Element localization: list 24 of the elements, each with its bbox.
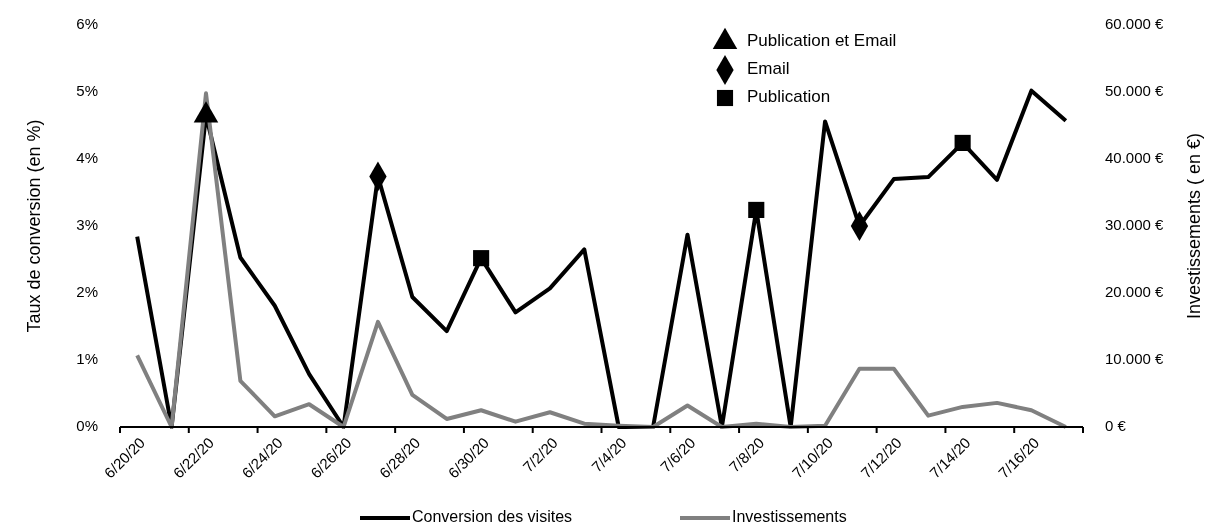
point xyxy=(954,134,971,151)
y-tick-label: 4% xyxy=(76,148,98,166)
y-axis-title: Taux de conversion (en %) xyxy=(24,119,44,333)
legend-label: Investissements xyxy=(732,508,847,526)
point xyxy=(748,201,765,218)
y2-tick-label: 30.000 € xyxy=(1105,215,1165,233)
y-tick-label: 2% xyxy=(76,282,98,300)
y-tick-label: 1% xyxy=(76,349,98,367)
y2-tick-label: 60.000 € xyxy=(1105,14,1165,32)
y-tick-label: 5% xyxy=(76,81,98,99)
y2-tick-label: 40.000 € xyxy=(1105,148,1165,166)
y2-tick-label: 50.000 € xyxy=(1105,81,1165,99)
legend-label: Publication et Email xyxy=(747,31,897,51)
y2-tick-label: 0 € xyxy=(1105,416,1127,434)
legend-label: Conversion des visites xyxy=(412,508,573,526)
y2-tick-label: 20.000 € xyxy=(1105,282,1165,300)
y-tick-label: 0% xyxy=(76,416,98,434)
y-tick-label: 6% xyxy=(76,14,98,32)
y2-axis-title: Investissements ( en €) xyxy=(1184,132,1204,320)
point xyxy=(473,250,490,267)
y-tick-label: 3% xyxy=(76,215,98,233)
y2-tick-label: 10.000 € xyxy=(1105,349,1165,367)
legend-label: Publication xyxy=(747,87,831,107)
legend-label: Email xyxy=(747,59,790,79)
